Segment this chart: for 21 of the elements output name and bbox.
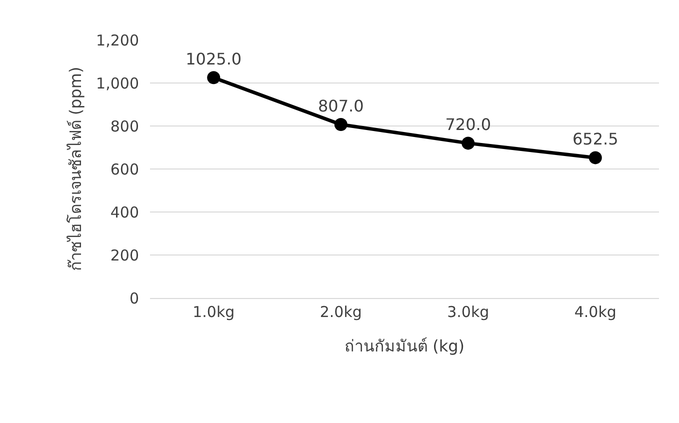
y-tick-label: 600 xyxy=(110,160,139,178)
y-tick-label: 0 xyxy=(129,289,139,308)
x-axis-title: ถ่านกัมมันต์ (kg) xyxy=(344,336,464,356)
y-tick-label: 1,200 xyxy=(96,31,139,50)
y-axis-title: ก๊าซไฮโดรเจนซัลไฟด์ (ppm) xyxy=(66,66,85,272)
point xyxy=(588,151,602,164)
x-tick-label: 4.0kg xyxy=(574,303,616,321)
point xyxy=(207,71,220,84)
y-tick-label: 400 xyxy=(110,203,139,222)
point xyxy=(462,136,475,150)
y-tick-label: 200 xyxy=(110,246,139,264)
data-label: 720.0 xyxy=(445,115,492,134)
data-label: 807.0 xyxy=(318,96,364,116)
x-tick-label: 2.0kg xyxy=(320,303,362,321)
x-tick-label: 1.0kg xyxy=(192,303,235,321)
data-label: 652.5 xyxy=(572,130,618,149)
y-tick-label: 800 xyxy=(110,117,139,136)
y-tick-label: 1,000 xyxy=(96,74,139,92)
x-tick-label: 3.0kg xyxy=(447,303,490,321)
data-label: 1025.0 xyxy=(186,50,242,69)
point xyxy=(334,118,348,131)
